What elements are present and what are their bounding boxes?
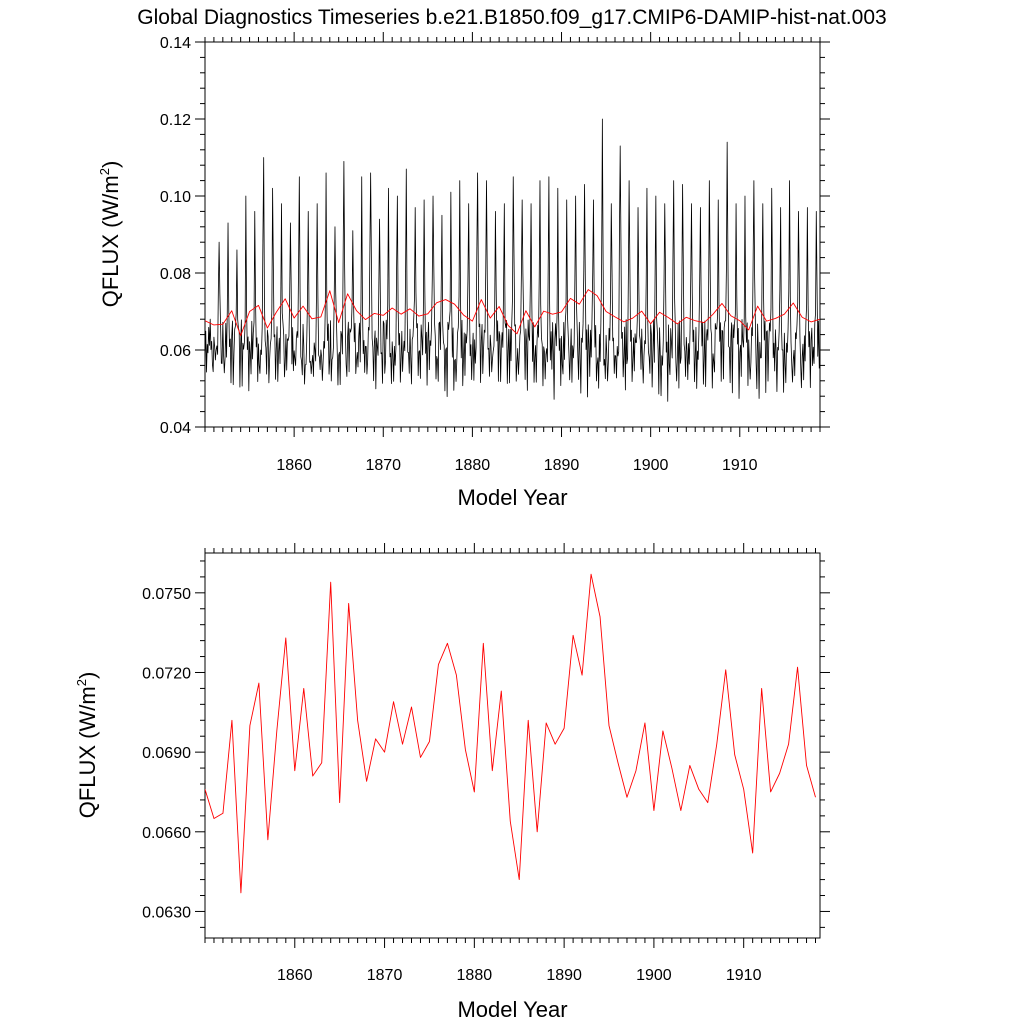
x-tick-label: 1880 bbox=[455, 457, 491, 474]
y-tick-label: 0.06 bbox=[160, 343, 191, 360]
data-layer bbox=[205, 118, 820, 402]
y-tick-label: 0.08 bbox=[160, 266, 191, 283]
y-tick-label: 0.0690 bbox=[142, 745, 191, 762]
y-tick-label: 0.10 bbox=[160, 189, 191, 206]
x-tick-label: 1900 bbox=[633, 457, 669, 474]
plot-frame bbox=[204, 552, 821, 939]
series-line-annual bbox=[205, 573, 816, 894]
x-tick-label: 1890 bbox=[546, 967, 582, 984]
x-axis-label: Model Year bbox=[457, 997, 567, 1022]
y-tick-label: 0.14 bbox=[160, 35, 191, 52]
y-tick-label: 0.0630 bbox=[142, 904, 191, 921]
y-axis-label: QFLUX (W/m2) bbox=[74, 672, 100, 819]
y-tick-label: 0.0660 bbox=[142, 825, 191, 842]
bottom-panel: 1860 1870 1880 1890 1900 1910 0.0630 0.0660 0.06… bbox=[74, 543, 830, 1022]
series-line-monthly bbox=[205, 118, 820, 402]
plot-frame bbox=[204, 41, 821, 428]
x-tick-label: 1910 bbox=[722, 457, 758, 474]
y-tick-label: 0.0750 bbox=[142, 586, 191, 603]
y-tick-label: 0.0720 bbox=[142, 665, 191, 682]
series-line-annual bbox=[205, 289, 820, 337]
top-panel: 1860 1870 1880 1890 1900 1910 0.04 0.06 0.08 0.10… bbox=[97, 32, 830, 510]
x-tick-label: 1900 bbox=[636, 967, 672, 984]
chart-title: Global Diagnostics Timeseries b.e21.B185… bbox=[137, 6, 886, 29]
x-tick-label: 1860 bbox=[277, 967, 313, 984]
x-tick-label: 1870 bbox=[367, 967, 403, 984]
x-tick-label: 1910 bbox=[726, 967, 762, 984]
x-tick-label: 1890 bbox=[544, 457, 580, 474]
x-axis-label: Model Year bbox=[457, 485, 567, 510]
data-layer bbox=[205, 573, 816, 894]
y-tick-label: 0.12 bbox=[160, 112, 191, 129]
x-tick-label: 1870 bbox=[365, 457, 401, 474]
x-tick-label: 1880 bbox=[457, 967, 493, 984]
y-tick-label: 0.04 bbox=[160, 420, 191, 437]
y-axis-label: QFLUX (W/m2) bbox=[97, 161, 123, 308]
x-tick-label: 1860 bbox=[276, 457, 312, 474]
